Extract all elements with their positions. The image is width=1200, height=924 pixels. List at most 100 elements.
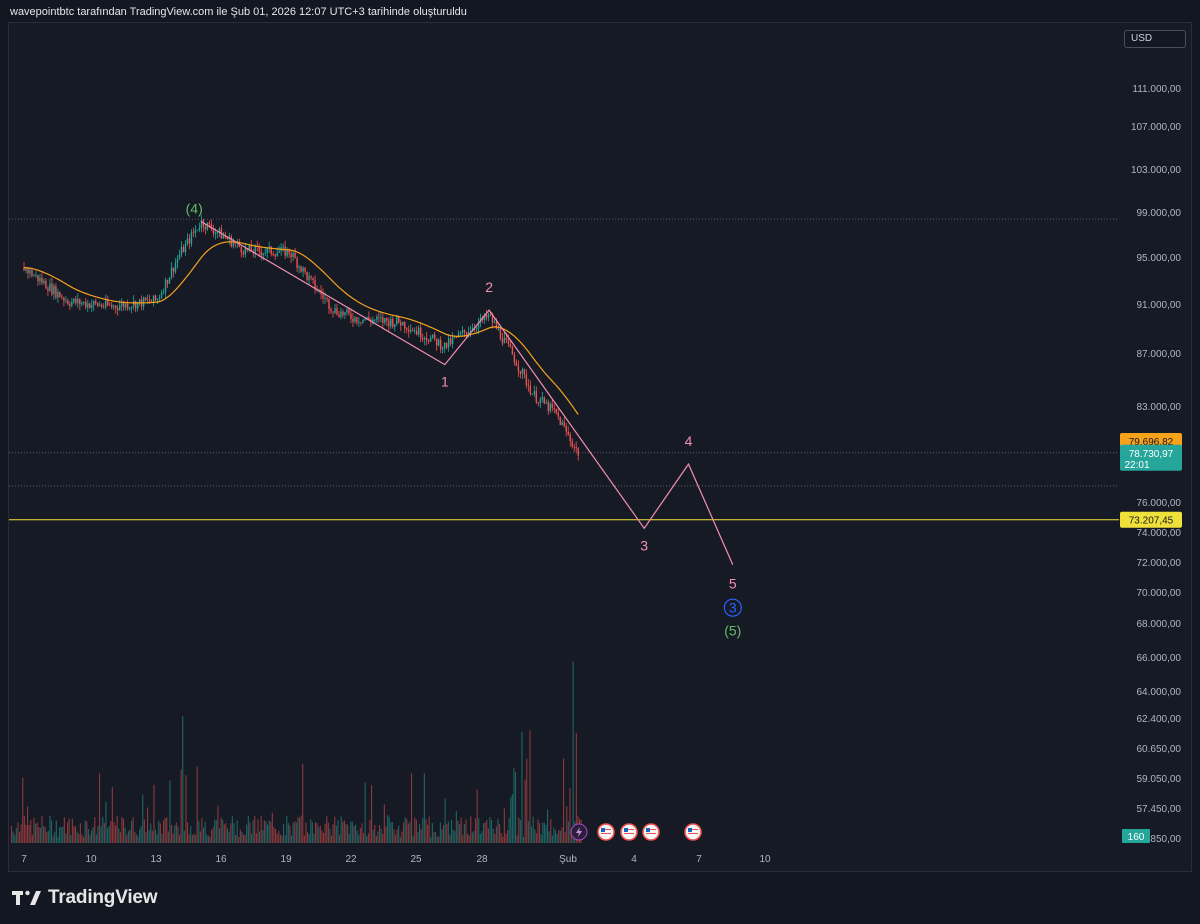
volume-bar: [537, 819, 539, 843]
volume-bar: [497, 818, 499, 843]
candle-body: [435, 338, 438, 346]
candle-body: [328, 299, 330, 309]
candle-body: [495, 321, 498, 329]
volume-bar: [347, 824, 349, 843]
volume-bar: [284, 835, 286, 843]
candle-body: [27, 268, 29, 274]
volume-bar: [195, 834, 197, 843]
volume-bar: [270, 821, 272, 843]
volume-bar: [164, 817, 166, 843]
chart-canvas[interactable]: 111.000,00 107.000,00 103.000,00 99.000,00 9…: [9, 23, 1193, 873]
candle-body: [312, 277, 314, 281]
volume-bar: [439, 822, 441, 843]
volume-bar: [318, 827, 320, 843]
candle-body: [79, 299, 81, 305]
volume-bar: [127, 831, 129, 843]
candle-body: [120, 303, 123, 307]
candle-body: [573, 446, 575, 448]
volume-bar: [199, 831, 201, 843]
volume-bar: [404, 817, 406, 843]
volume-bar: [116, 815, 118, 843]
volume-bar: [134, 832, 136, 843]
volume-bar: [367, 833, 369, 843]
candle-body: [340, 311, 342, 318]
candle-body: [67, 300, 69, 305]
currency-selector[interactable]: USD: [1124, 30, 1186, 48]
candle-body: [348, 309, 350, 314]
candle-body: [113, 305, 115, 307]
candle-body: [537, 402, 540, 404]
volume-bar: [12, 831, 14, 843]
candle-body: [63, 298, 65, 301]
flag-stripe: [624, 829, 634, 830]
volume-bar: [454, 831, 456, 843]
elliott-wave-line: [200, 221, 734, 565]
wave-label: 2: [485, 279, 493, 295]
volume-bar: [556, 834, 558, 843]
x-tick-label: Şub: [559, 854, 577, 865]
candle-body: [491, 314, 494, 323]
flag-stripe: [624, 835, 634, 836]
chart-area[interactable]: 111.000,00 107.000,00 103.000,00 99.000,00 9…: [8, 22, 1192, 872]
volume-bar: [372, 830, 374, 843]
volume-bar: [532, 816, 534, 843]
candle-body: [382, 317, 384, 323]
volume-bar: [63, 817, 65, 843]
volume-bar: [511, 794, 513, 843]
x-tick-label: 28: [476, 854, 488, 865]
candle-body: [85, 302, 87, 308]
candle-body: [485, 314, 488, 318]
candle-body: [258, 246, 260, 252]
flag-stripe: [601, 829, 611, 830]
candle-body: [457, 333, 460, 337]
volume-bar: [220, 817, 222, 843]
candle-body: [410, 330, 412, 332]
candle-body: [132, 301, 135, 307]
volume-bar: [169, 780, 171, 843]
volume-bar: [111, 787, 113, 843]
volume-bar: [142, 794, 144, 843]
volume-bar: [540, 834, 542, 843]
volume-bar: [132, 817, 134, 843]
candle-body: [248, 245, 250, 250]
volume-bar: [478, 818, 480, 843]
candle-body: [384, 318, 386, 323]
volume-bar: [428, 816, 430, 843]
volume-bar: [430, 836, 432, 843]
volume-bar: [503, 808, 505, 843]
volume-bar: [407, 823, 409, 843]
candle-body: [172, 267, 175, 272]
volume-bar: [419, 823, 421, 843]
volume-bar: [222, 819, 224, 843]
volume-bar: [278, 830, 280, 843]
volume-bar: [332, 824, 334, 843]
volume-bar: [473, 830, 475, 843]
volume-bar: [361, 823, 363, 843]
volume-bar: [223, 824, 225, 843]
volume-bar: [417, 832, 419, 843]
volume-bar: [14, 835, 16, 843]
candle-body: [362, 319, 364, 323]
volume-bar: [31, 835, 33, 843]
candle-body: [152, 295, 155, 302]
volume-bar: [187, 822, 189, 843]
candle-body: [501, 338, 504, 344]
volume-bar: [302, 763, 304, 843]
volume-bar: [191, 835, 193, 843]
volume-bar: [119, 831, 121, 843]
candle-body: [53, 285, 55, 295]
candle-body: [214, 232, 217, 234]
candle-body: [541, 397, 544, 400]
volume-bar: [436, 836, 438, 843]
volume-bar: [140, 826, 142, 843]
volume-bar: [198, 820, 200, 843]
last-price-label: 78.730,97: [1129, 449, 1174, 460]
candle-body: [425, 337, 428, 341]
volume-bar: [446, 824, 448, 843]
volume-bar: [188, 834, 190, 843]
orange-price-tag-label: 79.696,82: [1129, 437, 1174, 448]
candle-body: [107, 300, 109, 305]
candle-body: [555, 408, 557, 414]
volume-bar: [81, 834, 83, 843]
candle-body: [158, 297, 161, 300]
